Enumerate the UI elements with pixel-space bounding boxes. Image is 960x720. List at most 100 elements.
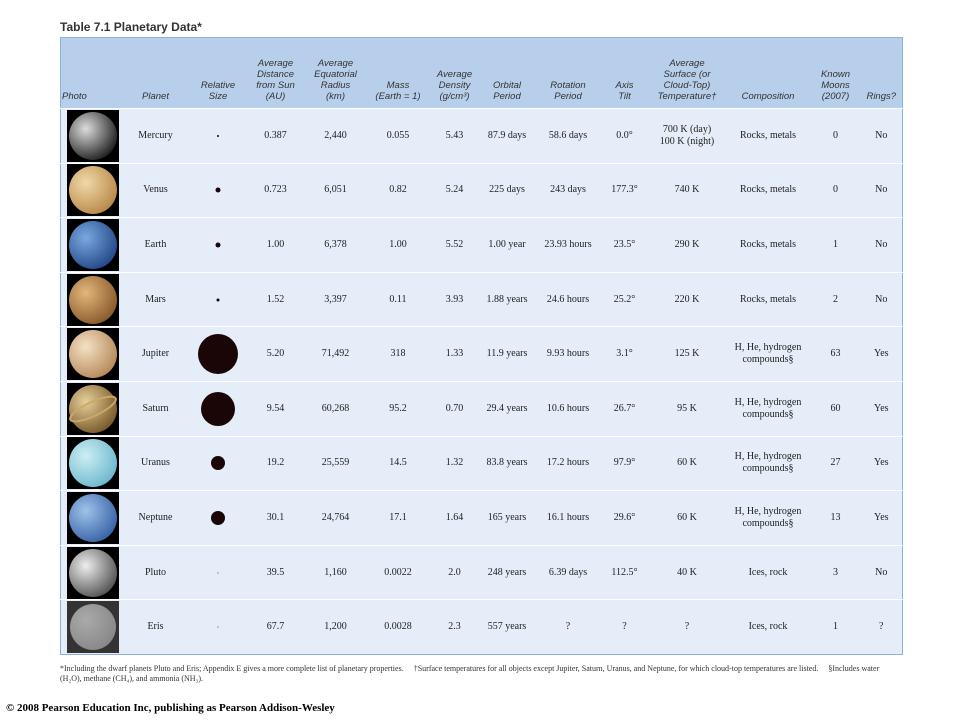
- planet-row: Neptune 30.1 24,764 17.1 1.64 165 years 16.1 h…: [60, 490, 903, 546]
- data-cell: 23.93 hours: [535, 217, 601, 273]
- planet-photo: [67, 273, 119, 326]
- data-cell: 3.93: [430, 271, 479, 327]
- data-cell: 318: [365, 326, 431, 382]
- size-cell: [190, 108, 246, 164]
- column-header: Rotation Period: [535, 37, 601, 109]
- data-cell: 10.6 hours: [535, 380, 601, 437]
- relative-size: [217, 572, 219, 574]
- data-cell: 290 K: [648, 217, 726, 273]
- data-cell: 16.1 hours: [535, 490, 601, 546]
- photo-cell: [60, 544, 121, 600]
- data-cell: 14.5: [365, 435, 431, 491]
- size-cell: [190, 490, 246, 546]
- data-cell: 3: [810, 544, 861, 600]
- planet-disc: [69, 111, 117, 160]
- data-cell: 5.24: [430, 162, 479, 218]
- data-cell: H, He, hydrogen compounds§: [725, 326, 811, 382]
- data-cell: 1: [810, 217, 861, 273]
- data-cell: H, He, hydrogen compounds§: [725, 435, 811, 491]
- data-cell: 0.0°: [600, 108, 649, 164]
- planet-disc: [69, 384, 117, 433]
- data-cell: 87.9 days: [478, 108, 536, 164]
- table-title: Table 7.1 Planetary Data*: [60, 20, 202, 34]
- column-header: Axis Tilt: [600, 37, 649, 109]
- data-cell: 1.00 year: [478, 217, 536, 273]
- data-cell: 23.5°: [600, 217, 649, 273]
- size-cell: [190, 326, 246, 382]
- data-cell: 95 K: [648, 380, 726, 437]
- planet-disc: [69, 439, 117, 488]
- size-dot: [217, 626, 219, 628]
- photo-cell: [60, 435, 121, 491]
- planet-disc: [69, 330, 117, 379]
- planet-photo: [67, 164, 119, 217]
- planet-photo: [67, 218, 119, 271]
- planet-disc: [69, 220, 117, 269]
- relative-size: [217, 134, 219, 137]
- data-cell: 25,559: [305, 435, 366, 491]
- planet-row: Mars 1.52 3,397 0.11 3.93 1.88 years 24.6 hour…: [60, 271, 903, 327]
- photo-cell: [60, 108, 121, 164]
- photo-cell: [60, 162, 121, 218]
- data-cell: 67.7: [245, 599, 306, 655]
- relative-size: [215, 187, 221, 193]
- planet-disc: [69, 275, 117, 324]
- data-cell: 0: [810, 108, 861, 164]
- size-cell: [190, 380, 246, 437]
- data-cell: 60 K: [648, 435, 726, 491]
- planet-photo: [67, 491, 119, 544]
- data-cell: 97.9°: [600, 435, 649, 491]
- data-cell: Ices, rock: [725, 544, 811, 600]
- data-cell: Yes: [860, 326, 903, 382]
- data-cell: 1.64: [430, 490, 479, 546]
- data-cell: 1,200: [305, 599, 366, 655]
- data-cell: 95.2: [365, 380, 431, 437]
- planet-row: Mercury 0.387 2,440 0.055 5.43 87.9 days 58.6 …: [60, 108, 903, 164]
- data-cell: 29.4 years: [478, 380, 536, 437]
- data-cell: 557 years: [478, 599, 536, 655]
- data-cell: 5.52: [430, 217, 479, 273]
- data-cell: 1.33: [430, 326, 479, 382]
- data-cell: 0.82: [365, 162, 431, 218]
- size-cell: [190, 599, 246, 655]
- planet-name: Uranus: [120, 435, 191, 491]
- data-cell: 2.0: [430, 544, 479, 600]
- data-cell: Rocks, metals: [725, 271, 811, 327]
- relative-size: [217, 626, 219, 628]
- planet-disc: [69, 548, 117, 597]
- data-cell: 11.9 years: [478, 326, 536, 382]
- data-cell: 5.20: [245, 326, 306, 382]
- data-cell: 1.32: [430, 435, 479, 491]
- footnote: *Including the dwarf planets Pluto and E…: [60, 664, 404, 673]
- photo-cell: [60, 490, 121, 546]
- data-cell: 17.2 hours: [535, 435, 601, 491]
- column-header: Average Distance from Sun (AU): [245, 37, 306, 109]
- data-cell: 25.2°: [600, 271, 649, 327]
- data-cell: 9.54: [245, 380, 306, 437]
- photo-cell: [60, 599, 121, 655]
- data-cell: 30.1: [245, 490, 306, 546]
- photo-cell: [60, 380, 121, 437]
- data-cell: 27: [810, 435, 861, 491]
- data-cell: Yes: [860, 490, 903, 546]
- size-dot: [215, 242, 221, 248]
- data-cell: 1.52: [245, 271, 306, 327]
- data-cell: 1.00: [365, 217, 431, 273]
- data-cell: 165 years: [478, 490, 536, 546]
- data-cell: 0.055: [365, 108, 431, 164]
- data-cell: 0.387: [245, 108, 306, 164]
- column-header: Average Surface (or Cloud-Top) Temperatu…: [648, 37, 726, 109]
- data-cell: 740 K: [648, 162, 726, 218]
- column-header: Mass (Earth = 1): [365, 37, 431, 109]
- planet-name: Saturn: [120, 380, 191, 437]
- planet-name: Mars: [120, 271, 191, 327]
- data-cell: 0.0022: [365, 544, 431, 600]
- data-cell: No: [860, 162, 903, 218]
- planet-name: Earth: [120, 217, 191, 273]
- data-cell: Rocks, metals: [725, 108, 811, 164]
- data-cell: ?: [535, 599, 601, 655]
- planet-name: Venus: [120, 162, 191, 218]
- planet-photo: [67, 109, 119, 162]
- planet-ring: [69, 395, 117, 423]
